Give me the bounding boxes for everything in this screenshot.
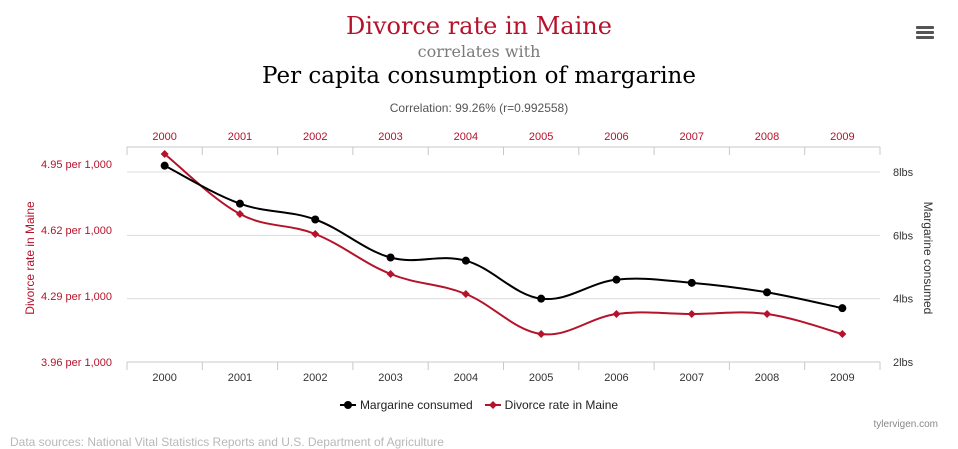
menu-bar: [916, 26, 934, 29]
left-axis-title: Divorce rate in Maine: [23, 201, 37, 315]
hamburger-menu-icon[interactable]: [916, 26, 934, 40]
bottom-year-label: 2009: [830, 372, 854, 384]
bottom-year-label: 2004: [454, 372, 478, 384]
data-point-divorce[interactable]: [160, 150, 169, 158]
top-year-label: 2007: [680, 131, 704, 143]
data-point-divorce[interactable]: [311, 230, 320, 238]
data-point-divorce[interactable]: [537, 330, 546, 338]
bottom-year-label: 2001: [228, 372, 252, 384]
series-line-divorce[interactable]: [164, 153, 843, 336]
chart-title-secondary: Per capita consumption of margarine: [262, 63, 696, 89]
data-point-margarine[interactable]: [461, 256, 470, 265]
top-year-label: 2001: [228, 131, 252, 143]
legend-marker-circle-icon: [339, 401, 356, 409]
data-point-margarine[interactable]: [311, 215, 320, 224]
right-tick-label: 6lbs: [893, 230, 914, 242]
axis-layer: 2000 2000 2001 2001 2002 2002 2003 2003 2004 2004…: [23, 131, 935, 384]
bottom-year-label: 2003: [378, 372, 402, 384]
data-point-margarine[interactable]: [160, 161, 169, 170]
top-year-label: 2004: [454, 131, 478, 143]
data-point-divorce[interactable]: [838, 330, 847, 338]
series-layer: [160, 150, 847, 338]
bottom-year-label: 2008: [755, 372, 779, 384]
top-year-label: 2006: [604, 131, 628, 143]
menu-bar: [916, 36, 934, 39]
data-point-divorce[interactable]: [687, 310, 696, 318]
bottom-year-label: 2007: [680, 372, 704, 384]
right-axis-title: Margarine consumed: [921, 202, 935, 315]
line-chart: 2000 2000 2001 2001 2002 2002 2003 2003 2004 2004…: [23, 131, 935, 384]
data-point-divorce[interactable]: [461, 290, 470, 298]
credit-link[interactable]: tylervigen.com: [873, 419, 938, 430]
bottom-year-label: 2006: [604, 372, 628, 384]
data-point-margarine[interactable]: [235, 199, 244, 208]
bottom-year-label: 2000: [152, 372, 176, 384]
top-year-label: 2002: [303, 131, 327, 143]
data-point-margarine[interactable]: [763, 288, 772, 297]
data-point-divorce[interactable]: [235, 210, 244, 218]
data-point-margarine[interactable]: [386, 253, 395, 262]
top-year-label: 2005: [529, 131, 553, 143]
top-year-label: 2009: [830, 131, 854, 143]
bottom-year-label: 2002: [303, 372, 327, 384]
correlation-text: Correlation: 99.26% (r=0.992558): [389, 101, 569, 115]
top-year-label: 2003: [378, 131, 402, 143]
top-year-label: 2000: [152, 131, 176, 143]
right-tick-label: 2lbs: [893, 357, 914, 369]
legend-marker-diamond-icon: [484, 401, 501, 409]
data-point-divorce[interactable]: [386, 270, 395, 278]
chart-title-primary: Divorce rate in Maine: [346, 12, 612, 40]
menu-bar: [916, 31, 934, 34]
bottom-year-label: 2005: [529, 372, 553, 384]
left-tick-label: 4.62 per 1,000: [41, 225, 112, 237]
data-sources: Data sources: National Vital Statistics …: [10, 435, 444, 449]
chart-legend: Margarine consumed Divorce rate in Maine: [0, 398, 958, 412]
left-tick-label: 4.95 per 1,000: [41, 159, 112, 171]
data-point-divorce[interactable]: [763, 310, 772, 318]
legend-label-divorce: Divorce rate in Maine: [504, 398, 619, 412]
data-point-margarine[interactable]: [537, 294, 546, 303]
series-line-margarine[interactable]: [164, 164, 843, 310]
left-tick-label: 3.96 per 1,000: [41, 357, 112, 369]
legend-item-divorce[interactable]: Divorce rate in Maine: [484, 398, 619, 412]
legend-label-margarine: Margarine consumed: [359, 398, 473, 412]
top-year-label: 2008: [755, 131, 779, 143]
data-point-divorce[interactable]: [612, 310, 621, 318]
left-tick-label: 4.29 per 1,000: [41, 291, 112, 303]
right-tick-label: 4lbs: [893, 294, 914, 306]
data-point-margarine[interactable]: [612, 275, 621, 284]
data-point-margarine[interactable]: [838, 304, 847, 313]
legend-item-margarine[interactable]: Margarine consumed: [339, 398, 473, 412]
data-point-margarine[interactable]: [687, 278, 696, 287]
right-tick-label: 8lbs: [893, 167, 914, 179]
chart-title-connector: correlates with: [417, 42, 541, 61]
